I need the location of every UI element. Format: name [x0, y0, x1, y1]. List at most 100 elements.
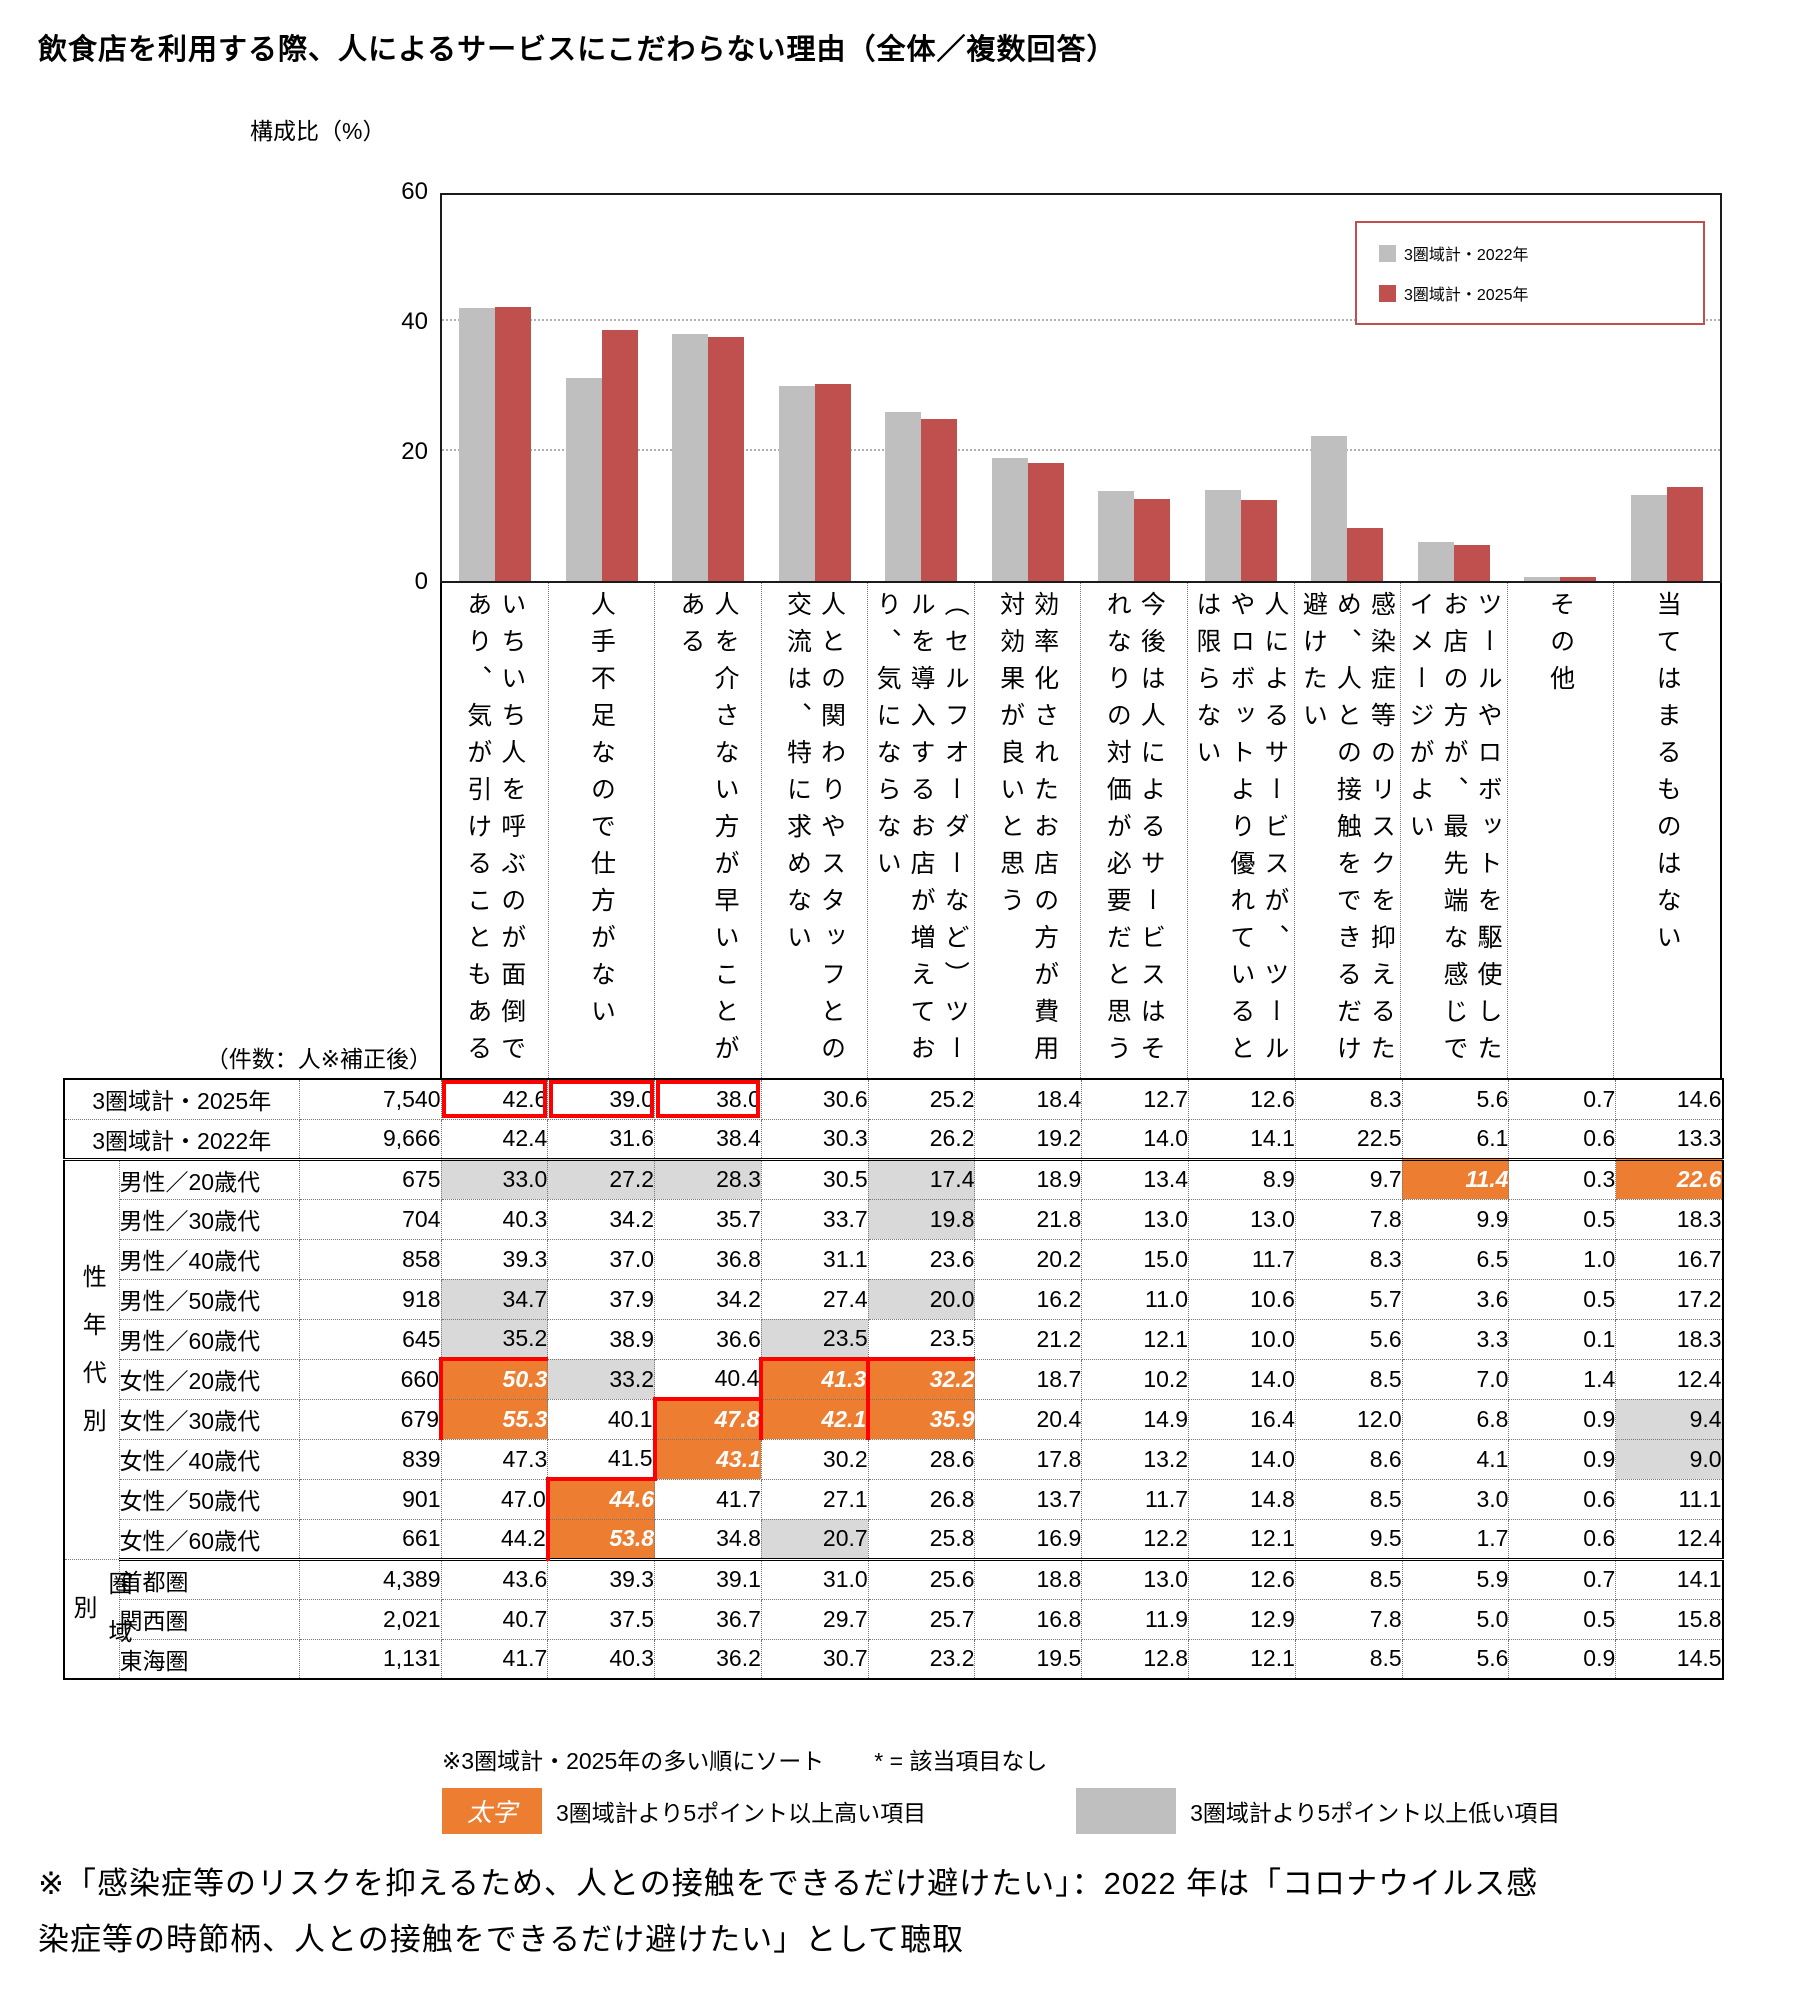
value-cell-2-7: 8.9 — [1188, 1159, 1296, 1200]
value-cell-2-5: 18.9 — [974, 1159, 1083, 1200]
table-row-13: 関西圏 2,021 40.7 37.5 36.7 29.7 25.7 16.8 11.9 12.9… — [64, 1599, 1723, 1640]
bar-2025-cat1 — [601, 330, 638, 581]
group-cell: 性年代別 — [64, 1159, 120, 1560]
value-cell-7-6: 10.2 — [1081, 1359, 1190, 1400]
row-label: 女性／40歳代 — [119, 1439, 300, 1480]
row-label: 女性／30歳代 — [119, 1399, 300, 1440]
footnote-sort: ※3圏域計・2025年の多い順にソート * = 該当項目なし — [442, 1742, 1047, 1776]
value-cell-5-1: 37.9 — [547, 1279, 656, 1320]
row-count: 679 — [299, 1399, 442, 1440]
bar-2025-cat4 — [921, 418, 957, 581]
bar-2022-cat0 — [459, 308, 495, 581]
value-cell-9-1: 41.5 — [547, 1439, 656, 1480]
value-cell-5-3: 27.4 — [761, 1279, 869, 1320]
value-cell-11-4: 25.8 — [868, 1519, 976, 1561]
value-cell-6-6: 12.1 — [1081, 1319, 1190, 1360]
value-cell-6-8: 5.6 — [1295, 1319, 1403, 1360]
category-cell-9: ツールやロボットを駆使したお店の方が、最先端な感じでイメージがよい — [1401, 583, 1508, 1078]
value-cell-10-0: 47.0 — [441, 1479, 549, 1520]
value-cell-0-3: 30.6 — [761, 1079, 869, 1120]
category-label-4: （セルフオーダーなど）ツールを導入するお店が増えており、気にならない — [873, 591, 970, 1072]
value-cell-1-11: 13.3 — [1615, 1119, 1723, 1161]
category-label-7: 人によるサービスが、ツールやロボットより優れているとは限らない — [1192, 591, 1289, 1072]
row-label: 男性／50歳代 — [119, 1279, 300, 1320]
value-cell-12-11: 14.1 — [1615, 1559, 1723, 1600]
bar-2022-cat3 — [778, 386, 815, 581]
value-cell-4-1: 37.0 — [547, 1239, 656, 1280]
value-cell-3-11: 18.3 — [1615, 1199, 1723, 1240]
category-label-10: その他 — [1546, 591, 1575, 702]
value-cell-3-8: 7.8 — [1295, 1199, 1403, 1240]
value-cell-7-8: 8.5 — [1295, 1359, 1403, 1400]
value-cell-7-11: 12.4 — [1615, 1359, 1723, 1400]
value-cell-3-10: 0.5 — [1508, 1199, 1617, 1240]
value-cell-5-4: 20.0 — [868, 1279, 976, 1320]
value-cell-10-10: 0.6 — [1508, 1479, 1617, 1520]
value-cell-9-11: 9.0 — [1615, 1439, 1723, 1480]
value-cell-10-5: 13.7 — [974, 1479, 1083, 1520]
category-label-5: 効率化されたお店の方が費用対効果が良いと思う — [996, 591, 1059, 1072]
row-count: 901 — [299, 1479, 442, 1520]
row-count: 1,131 — [299, 1639, 442, 1679]
bar-2025-cat3 — [814, 384, 851, 581]
value-cell-3-2: 35.7 — [654, 1199, 762, 1240]
category-label-1: 人手不足なので仕方がない — [587, 591, 616, 1035]
value-cell-3-5: 21.8 — [974, 1199, 1083, 1240]
value-cell-12-1: 39.3 — [547, 1559, 656, 1600]
value-cell-4-10: 1.0 — [1508, 1239, 1617, 1280]
bottom-note-line1: ※「感染症等のリスクを抑えるため、人との接触をできるだけ避けたい」：2022 年… — [38, 1866, 1539, 1901]
data-table: 3圏域計・2025年 7,540 42.6 39.0 38.0 30.6 25.2 18.4 1… — [63, 1078, 1724, 1680]
value-cell-4-4: 23.6 — [868, 1239, 976, 1280]
bar-2025-cat0 — [495, 306, 531, 581]
value-cell-9-2: 43.1 — [652, 1439, 762, 1480]
value-cell-1-6: 14.0 — [1081, 1119, 1190, 1161]
bar-2022-cat2 — [672, 334, 708, 581]
bar-2025-cat9 — [1453, 545, 1490, 581]
bar-2022-cat1 — [565, 377, 602, 581]
value-cell-11-9: 1.7 — [1402, 1519, 1510, 1561]
value-cell-10-4: 26.8 — [868, 1479, 976, 1520]
value-cell-0-7: 12.6 — [1188, 1079, 1296, 1120]
y-tick-60: 60 — [401, 178, 428, 205]
value-cell-14-3: 30.7 — [761, 1639, 869, 1679]
table-row-1: 3圏域計・2022年 9,666 42.4 31.6 38.4 30.3 26.2 19.2 1… — [64, 1119, 1723, 1161]
value-cell-5-5: 16.2 — [974, 1279, 1083, 1320]
value-cell-2-2: 28.3 — [654, 1159, 762, 1200]
value-cell-7-3: 41.3 — [759, 1357, 869, 1400]
table-row-9: 女性／40歳代 839 47.3 41.5 43.1 30.2 28.6 17.8 13.2 14… — [64, 1439, 1723, 1480]
value-cell-14-11: 14.5 — [1676, 1645, 1722, 1672]
value-cell-1-10: 0.6 — [1508, 1119, 1617, 1161]
value-cell-5-8: 5.7 — [1295, 1279, 1403, 1320]
y-tick-40: 40 — [401, 308, 428, 335]
value-cell-13-0: 40.7 — [441, 1599, 549, 1640]
category-cell-3: 人との関わりやスタッフとの交流は、特に求めない — [762, 583, 869, 1078]
value-cell-4-8: 8.3 — [1295, 1239, 1403, 1280]
value-cell-13-10: 0.5 — [1508, 1599, 1617, 1640]
value-cell-13-6: 11.9 — [1081, 1599, 1190, 1640]
value-cell-5-11: 17.2 — [1615, 1279, 1723, 1320]
legend-swatch-2025 — [1379, 284, 1396, 302]
value-cell-0-2: 38.0 — [654, 1079, 762, 1120]
value-cell-9-10: 0.9 — [1508, 1439, 1617, 1480]
bar-2025-cat7 — [1240, 499, 1277, 581]
bar-2022-cat7 — [1204, 490, 1241, 581]
high-highlight-label: 3圏域計より5ポイント以上高い項目 — [556, 1800, 927, 1826]
row-count: 675 — [299, 1159, 442, 1200]
bar-2025-cat11 — [1666, 487, 1703, 581]
value-cell-13-7: 12.9 — [1188, 1599, 1296, 1640]
value-cell-14-7: 12.1 — [1188, 1639, 1296, 1679]
value-cell-0-6: 12.7 — [1081, 1079, 1190, 1120]
category-cell-7: 人によるサービスが、ツールやロボットより優れているとは限らない — [1188, 583, 1295, 1078]
table-row-5: 男性／50歳代 918 34.7 37.9 34.2 27.4 20.0 16.2 11.0 10… — [64, 1279, 1723, 1320]
bar-2025-cat6 — [1134, 499, 1170, 581]
category-label-11: 当てはまるものはない — [1653, 591, 1682, 961]
legend-entry-2022: 3圏域計・2022年 — [1379, 233, 1703, 273]
category-label-8: 感染症等のリスクを抑えるため、人との接触をできるだけ避けたい — [1299, 591, 1396, 1072]
value-cell-3-1: 34.2 — [547, 1199, 656, 1240]
value-cell-0-11: 14.6 — [1615, 1079, 1723, 1120]
value-cell-2-11: 22.6 — [1615, 1159, 1723, 1200]
low-highlight-label: 3圏域計より5ポイント以上低い項目 — [1190, 1800, 1561, 1826]
value-cell-12-5: 18.8 — [974, 1559, 1083, 1600]
bar-2022-cat10 — [1524, 577, 1560, 581]
value-cell-13-1: 37.5 — [547, 1599, 656, 1640]
